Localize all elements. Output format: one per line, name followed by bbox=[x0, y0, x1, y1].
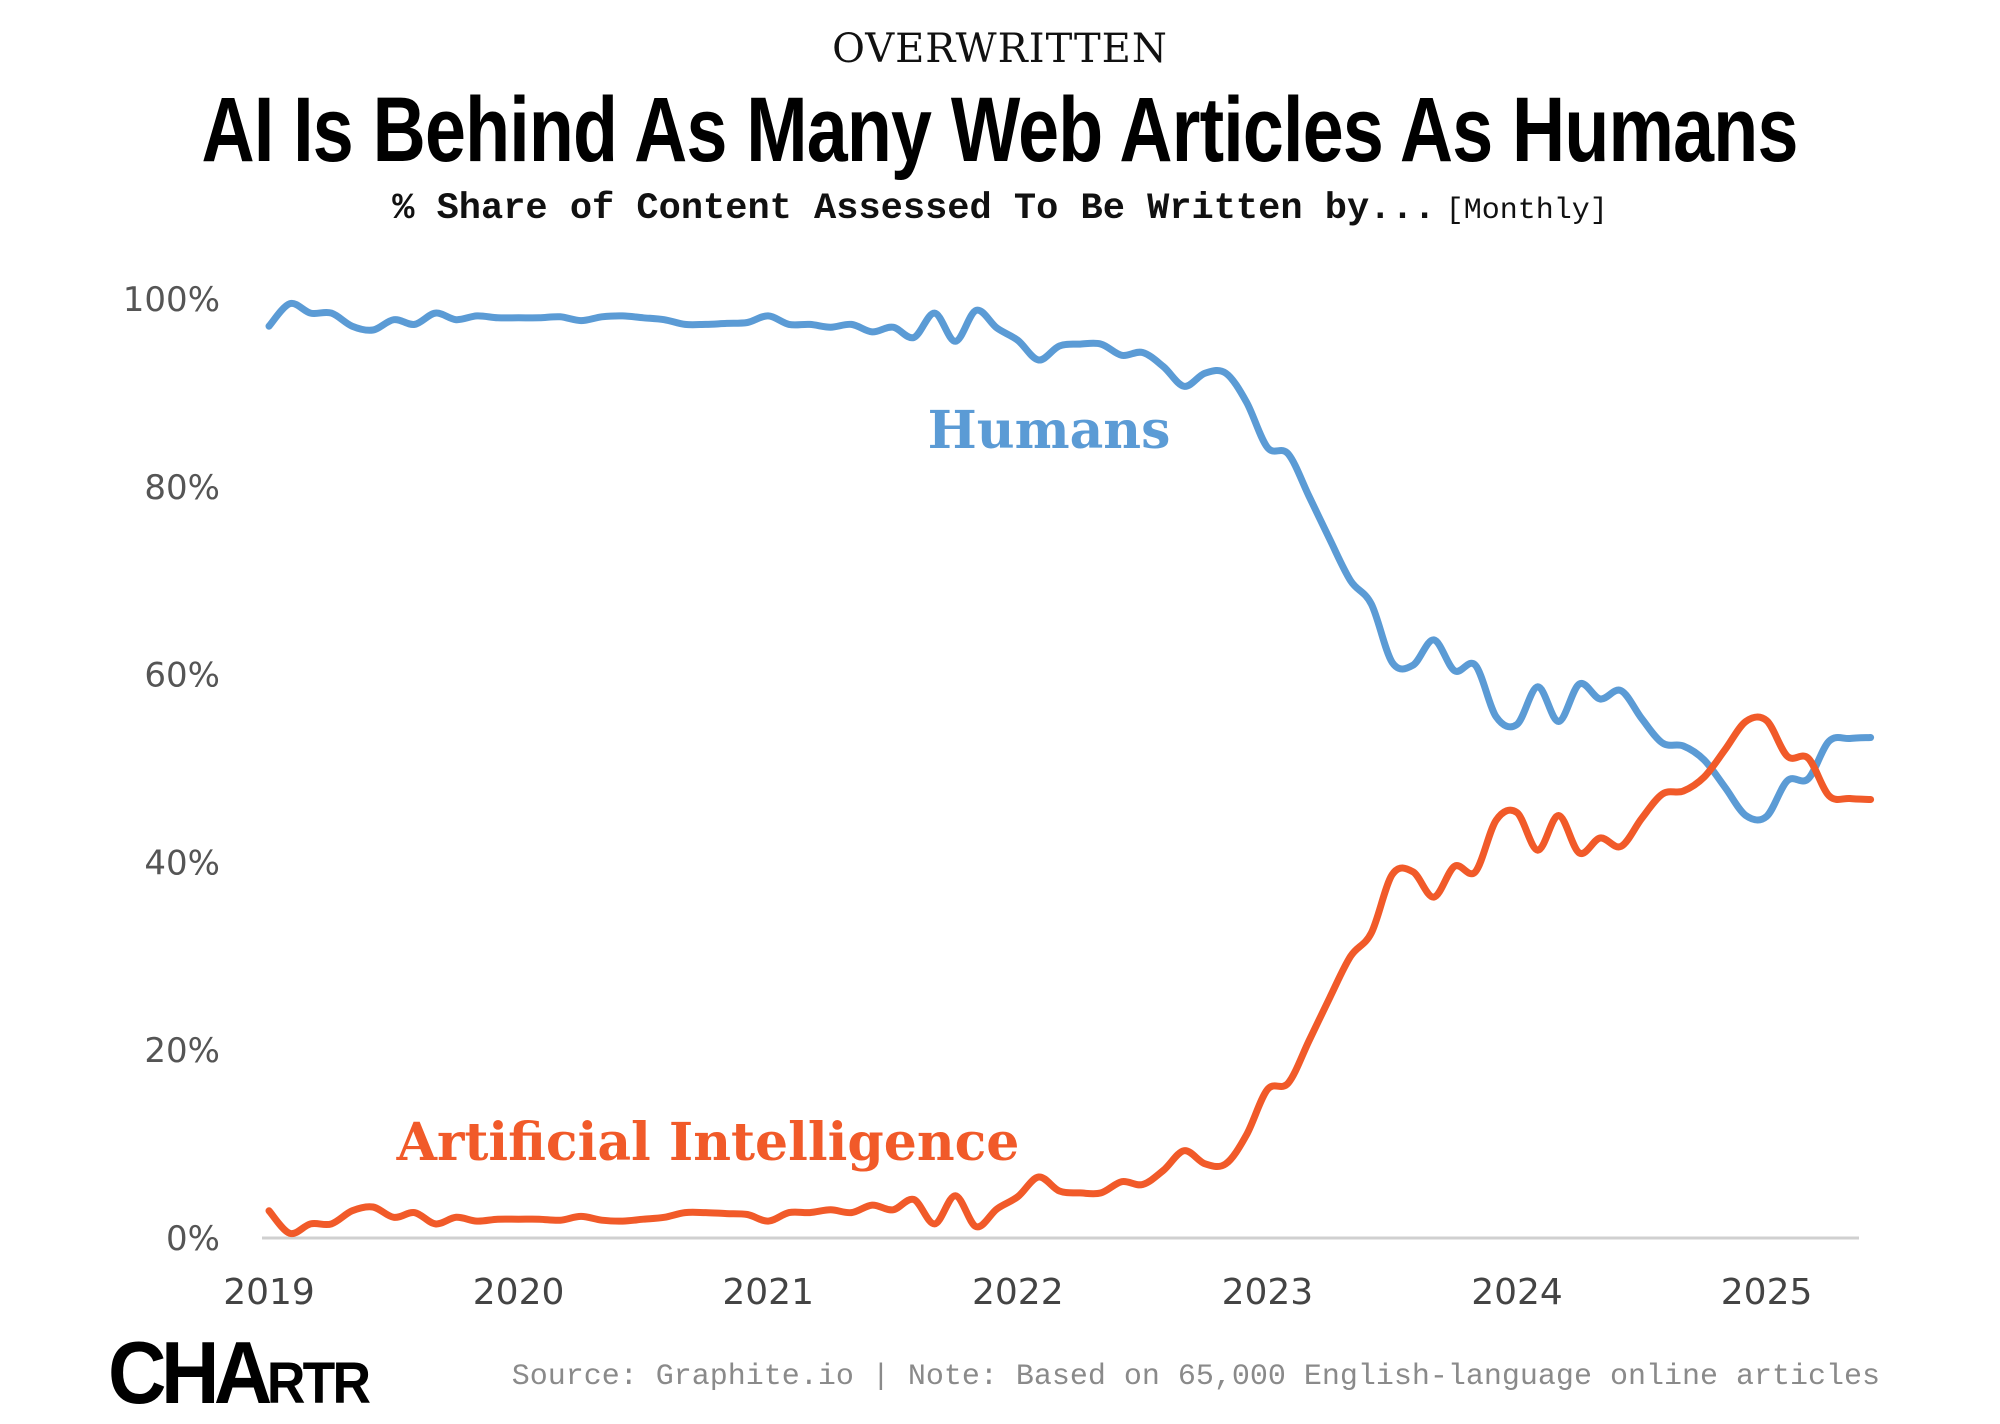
series-line-humans bbox=[265, 299, 1875, 824]
y-axis: 0% 20% 40% 60% 80% 100% bbox=[123, 280, 220, 1259]
x-tick-label: 2021 bbox=[722, 1272, 814, 1313]
subtitle: % Share of Content Assessed To Be Writte… bbox=[0, 188, 2000, 230]
x-tick-label: 2024 bbox=[1471, 1272, 1563, 1313]
y-tick-label: 0% bbox=[166, 1219, 220, 1259]
kicker: OVERWRITTEN bbox=[832, 26, 1168, 72]
y-tick-label: 100% bbox=[123, 280, 220, 320]
x-tick-label: 2019 bbox=[223, 1272, 315, 1313]
y-tick-label: 20% bbox=[144, 1031, 220, 1071]
series-line-ai bbox=[265, 713, 1875, 1238]
chartr-logo: CHARTR bbox=[108, 1322, 371, 1424]
title-text: AI Is Behind As Many Web Articles As Hum… bbox=[201, 79, 1799, 181]
logo-main: CHA bbox=[108, 1323, 272, 1422]
y-tick-label: 40% bbox=[144, 843, 220, 883]
x-tick-label: 2023 bbox=[1222, 1272, 1314, 1313]
y-tick-label: 80% bbox=[144, 468, 220, 508]
y-tick-label: 60% bbox=[144, 656, 220, 696]
x-tick-label: 2020 bbox=[473, 1272, 565, 1313]
series-lines bbox=[265, 299, 1875, 1238]
series-label-humans: Humans bbox=[928, 400, 1171, 461]
logo-small: RTR bbox=[266, 1351, 371, 1416]
series-label-ai: Artificial Intelligence bbox=[396, 1112, 1020, 1173]
frequency-label: [Monthly] bbox=[1445, 194, 1608, 228]
x-tick-label: 2022 bbox=[972, 1272, 1064, 1313]
source-note: Source: Graphite.io | Note: Based on 65,… bbox=[511, 1360, 1880, 1394]
x-tick-label: 2025 bbox=[1721, 1272, 1813, 1313]
page-title: AI Is Behind As Many Web Articles As Hum… bbox=[0, 78, 2000, 183]
x-axis: 2019 2020 2021 2022 2023 2024 2025 bbox=[223, 1272, 1812, 1313]
subtitle-text: % Share of Content Assessed To Be Writte… bbox=[392, 188, 1436, 230]
